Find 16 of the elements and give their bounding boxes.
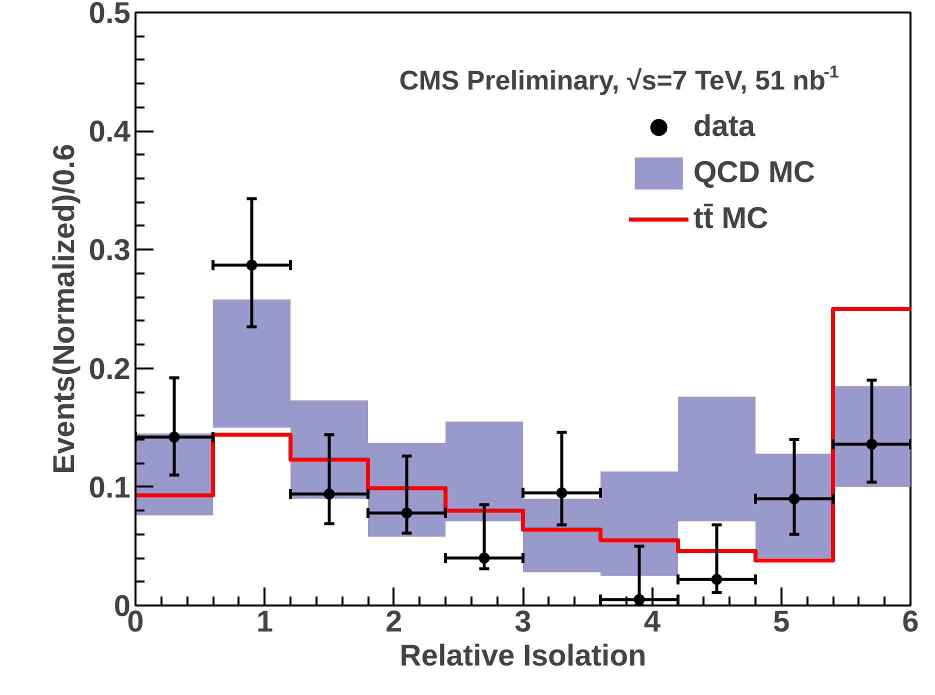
x-tick-label: 1 [256, 606, 274, 638]
x-axis-title: Relative Isolation [400, 640, 646, 672]
y-axis-title: Events(Normalized)/0.6 [48, 144, 81, 474]
y-tick-label: 0.1 [88, 471, 131, 504]
x-tick-label: 3 [514, 606, 532, 638]
x-tick-label: 5 [772, 606, 790, 638]
legend-label: data [693, 109, 756, 145]
y-tick-label: 0.5 [88, 0, 131, 30]
x-tick-label: 2 [385, 606, 402, 638]
y-tick-label: 0.4 [88, 116, 131, 149]
legend-label: QCD MC [693, 155, 815, 191]
x-tick-label: 4 [644, 606, 661, 638]
y-tick-label: 0.2 [88, 352, 131, 386]
y-tick-label: 0.3 [88, 234, 131, 268]
legend-label: tt̄ MC [693, 201, 768, 237]
x-tick-label: 6 [902, 606, 919, 638]
